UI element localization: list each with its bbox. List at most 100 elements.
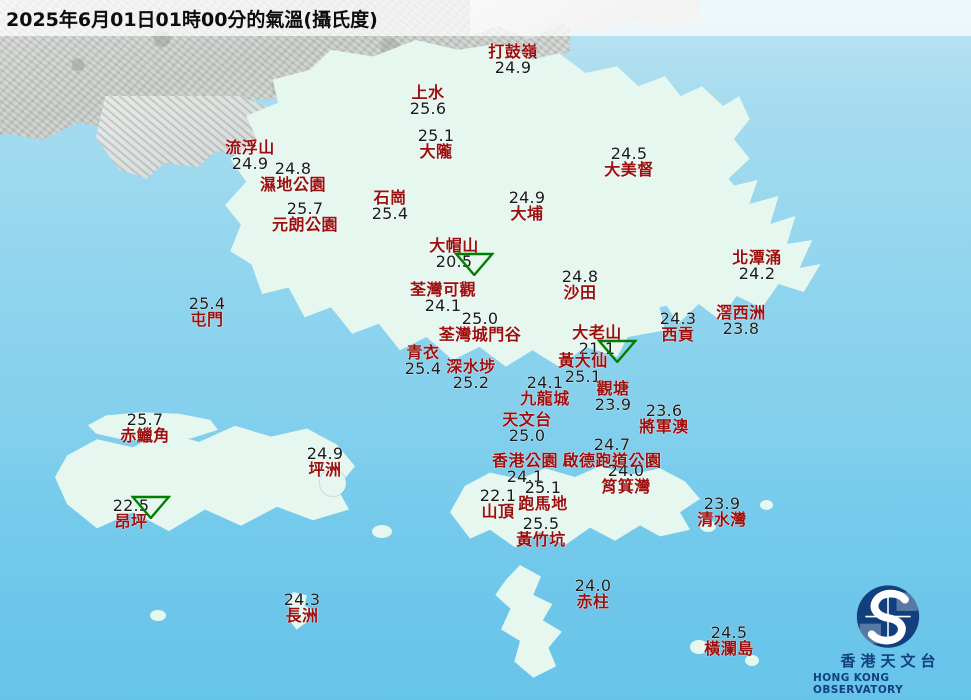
weather-station: 25.7 元朗公園 [271, 200, 339, 235]
station-name: 黃竹坑 [516, 530, 566, 550]
islet-soko [150, 610, 166, 621]
station-temperature-value: 23.6 [645, 401, 683, 420]
weather-station: 滘西洲 23.8 [716, 303, 766, 339]
station-temperature-value: 24.9 [306, 444, 344, 463]
weather-station: 24.9 大埔 [508, 188, 546, 224]
islet-waglan [745, 655, 759, 666]
station-temperature-value: 25.7 [126, 410, 164, 429]
station-name: 沙田 [563, 283, 597, 303]
weather-station: 24.7 啟德跑道公園 [562, 435, 662, 471]
station-name: 坪洲 [308, 460, 342, 480]
weather-station: 香港公園 24.1 [491, 451, 559, 486]
station-name: 啟德跑道公園 [562, 451, 662, 471]
station-name: 山頂 [481, 502, 515, 522]
islet-ninepin [760, 500, 773, 510]
station-temperature-value: 20.5 [435, 252, 473, 272]
station-temperature-value: 24.8 [561, 267, 599, 286]
weather-station: 25.5 黃竹坑 [516, 514, 566, 550]
islet-tung-lung [700, 520, 716, 532]
weather-station: 22.1 山頂 [480, 487, 516, 522]
station-temperature-value: 24.0 [607, 461, 645, 480]
station-temperature-value: 24.1 [526, 373, 564, 392]
station-temperature-value: 24.5 [610, 144, 648, 163]
station-name: 大老山 [572, 323, 622, 342]
weather-station: 上水 25.6 [409, 84, 447, 119]
station-name: 深水埗 [446, 357, 496, 376]
station-name: 筲箕灣 [601, 477, 651, 497]
weather-station: 24.9 坪洲 [306, 444, 344, 480]
weather-station: 25.0 荃灣城門谷 [438, 309, 522, 345]
station-name: 荃灣可觀 [409, 280, 477, 299]
station-name: 北潭涌 [732, 248, 782, 267]
weather-station: 24.5 橫瀾島 [704, 623, 754, 659]
peng-chau-island [320, 470, 346, 496]
station-name: 跑馬地 [518, 494, 568, 514]
station-name: 元朗公園 [271, 215, 339, 235]
station-name: 長洲 [285, 606, 319, 626]
weather-station: 天文台 25.0 [502, 410, 552, 446]
weather-station: 荃灣可觀 24.1 [409, 280, 477, 315]
station-name: 青衣 [406, 343, 440, 362]
station-temperature-value: 25.6 [409, 99, 447, 119]
weather-station: 青衣 25.4 [404, 343, 442, 379]
station-temperature-value: 25.2 [452, 373, 490, 393]
station-name: 黃大仙 [558, 351, 608, 370]
station-temperature-value: 25.1 [564, 367, 602, 387]
weather-station: 北潭涌 24.2 [732, 248, 782, 283]
station-name: 香港公園 [491, 451, 559, 470]
weather-station: 打鼓嶺 24.9 [488, 42, 538, 77]
weather-station: 24.3 西貢 [659, 309, 697, 345]
weather-station: 黃大仙 25.1 [558, 351, 608, 387]
weather-station: 流浮山 24.9 [225, 138, 275, 173]
station-name: 流浮山 [225, 138, 275, 157]
title-bar: 2025年6月01日01時00分的氣溫(攝氏度) [0, 0, 971, 36]
islet-po-toi [690, 640, 708, 654]
station-name: 橫瀾島 [704, 639, 754, 659]
weather-station: 深水埗 25.2 [446, 357, 496, 393]
weather-station: 25.4 屯門 [188, 294, 226, 330]
station-temperature-value: 24.3 [659, 309, 697, 328]
station-temperature-value: 25.4 [188, 294, 226, 313]
weather-station: 22.5 昂坪 [113, 495, 171, 532]
station-name: 打鼓嶺 [488, 42, 538, 61]
station-name: 清水灣 [697, 510, 747, 530]
station-name: 濕地公園 [259, 175, 327, 195]
station-temperature-value: 25.4 [371, 204, 409, 224]
hko-logo-name-en: HONG KONG OBSERVATORY [813, 672, 904, 696]
islet-hei-ling-chau [372, 525, 392, 538]
weather-station: 24.0 筲箕灣 [601, 461, 651, 497]
weather-station: 25.7 赤鱲角 [120, 410, 170, 445]
station-temperature-value: 25.5 [522, 514, 560, 533]
station-name: 大隴 [419, 142, 453, 162]
station-name: 石崗 [373, 188, 407, 207]
weather-station: 23.6 將軍澳 [639, 401, 689, 436]
station-name: 九龍城 [520, 389, 570, 409]
station-temperature-value: 24.9 [508, 188, 546, 207]
station-name: 屯門 [190, 310, 224, 330]
station-name: 天文台 [502, 410, 552, 429]
station-temperature-value: 23.8 [722, 319, 760, 339]
station-temperature-value: 25.4 [404, 359, 442, 379]
weather-station: 25.1 跑馬地 [518, 479, 568, 514]
weather-station: 24.8 濕地公園 [259, 159, 327, 195]
station-name: 荃灣城門谷 [438, 325, 522, 345]
station-temperature-value: 23.9 [703, 494, 741, 513]
station-temperature-value: 24.7 [593, 435, 631, 454]
weather-station: 25.1 大隴 [418, 127, 454, 162]
station-temperature-value: 25.0 [461, 309, 499, 328]
station-temperature-value: 24.8 [274, 159, 312, 178]
station-name: 大帽山 [429, 236, 479, 255]
station-temperature-value: 25.0 [508, 426, 546, 446]
station-temperature-value: 24.5 [710, 623, 748, 642]
station-name: 大美督 [604, 160, 654, 180]
station-name: 觀塘 [596, 379, 630, 398]
station-name: 西貢 [661, 325, 695, 345]
station-name: 昂坪 [114, 512, 148, 532]
hko-logo-mark [856, 585, 920, 648]
station-name: 滘西洲 [716, 303, 766, 322]
station-temperature-value: 24.0 [574, 576, 612, 595]
weather-station: 大帽山 20.5 [429, 236, 494, 276]
weather-station: 24.3 長洲 [284, 591, 320, 626]
hko-logo: 香港天文台 HONG KONG OBSERVATORY [813, 584, 963, 696]
station-name: 大埔 [510, 204, 544, 224]
